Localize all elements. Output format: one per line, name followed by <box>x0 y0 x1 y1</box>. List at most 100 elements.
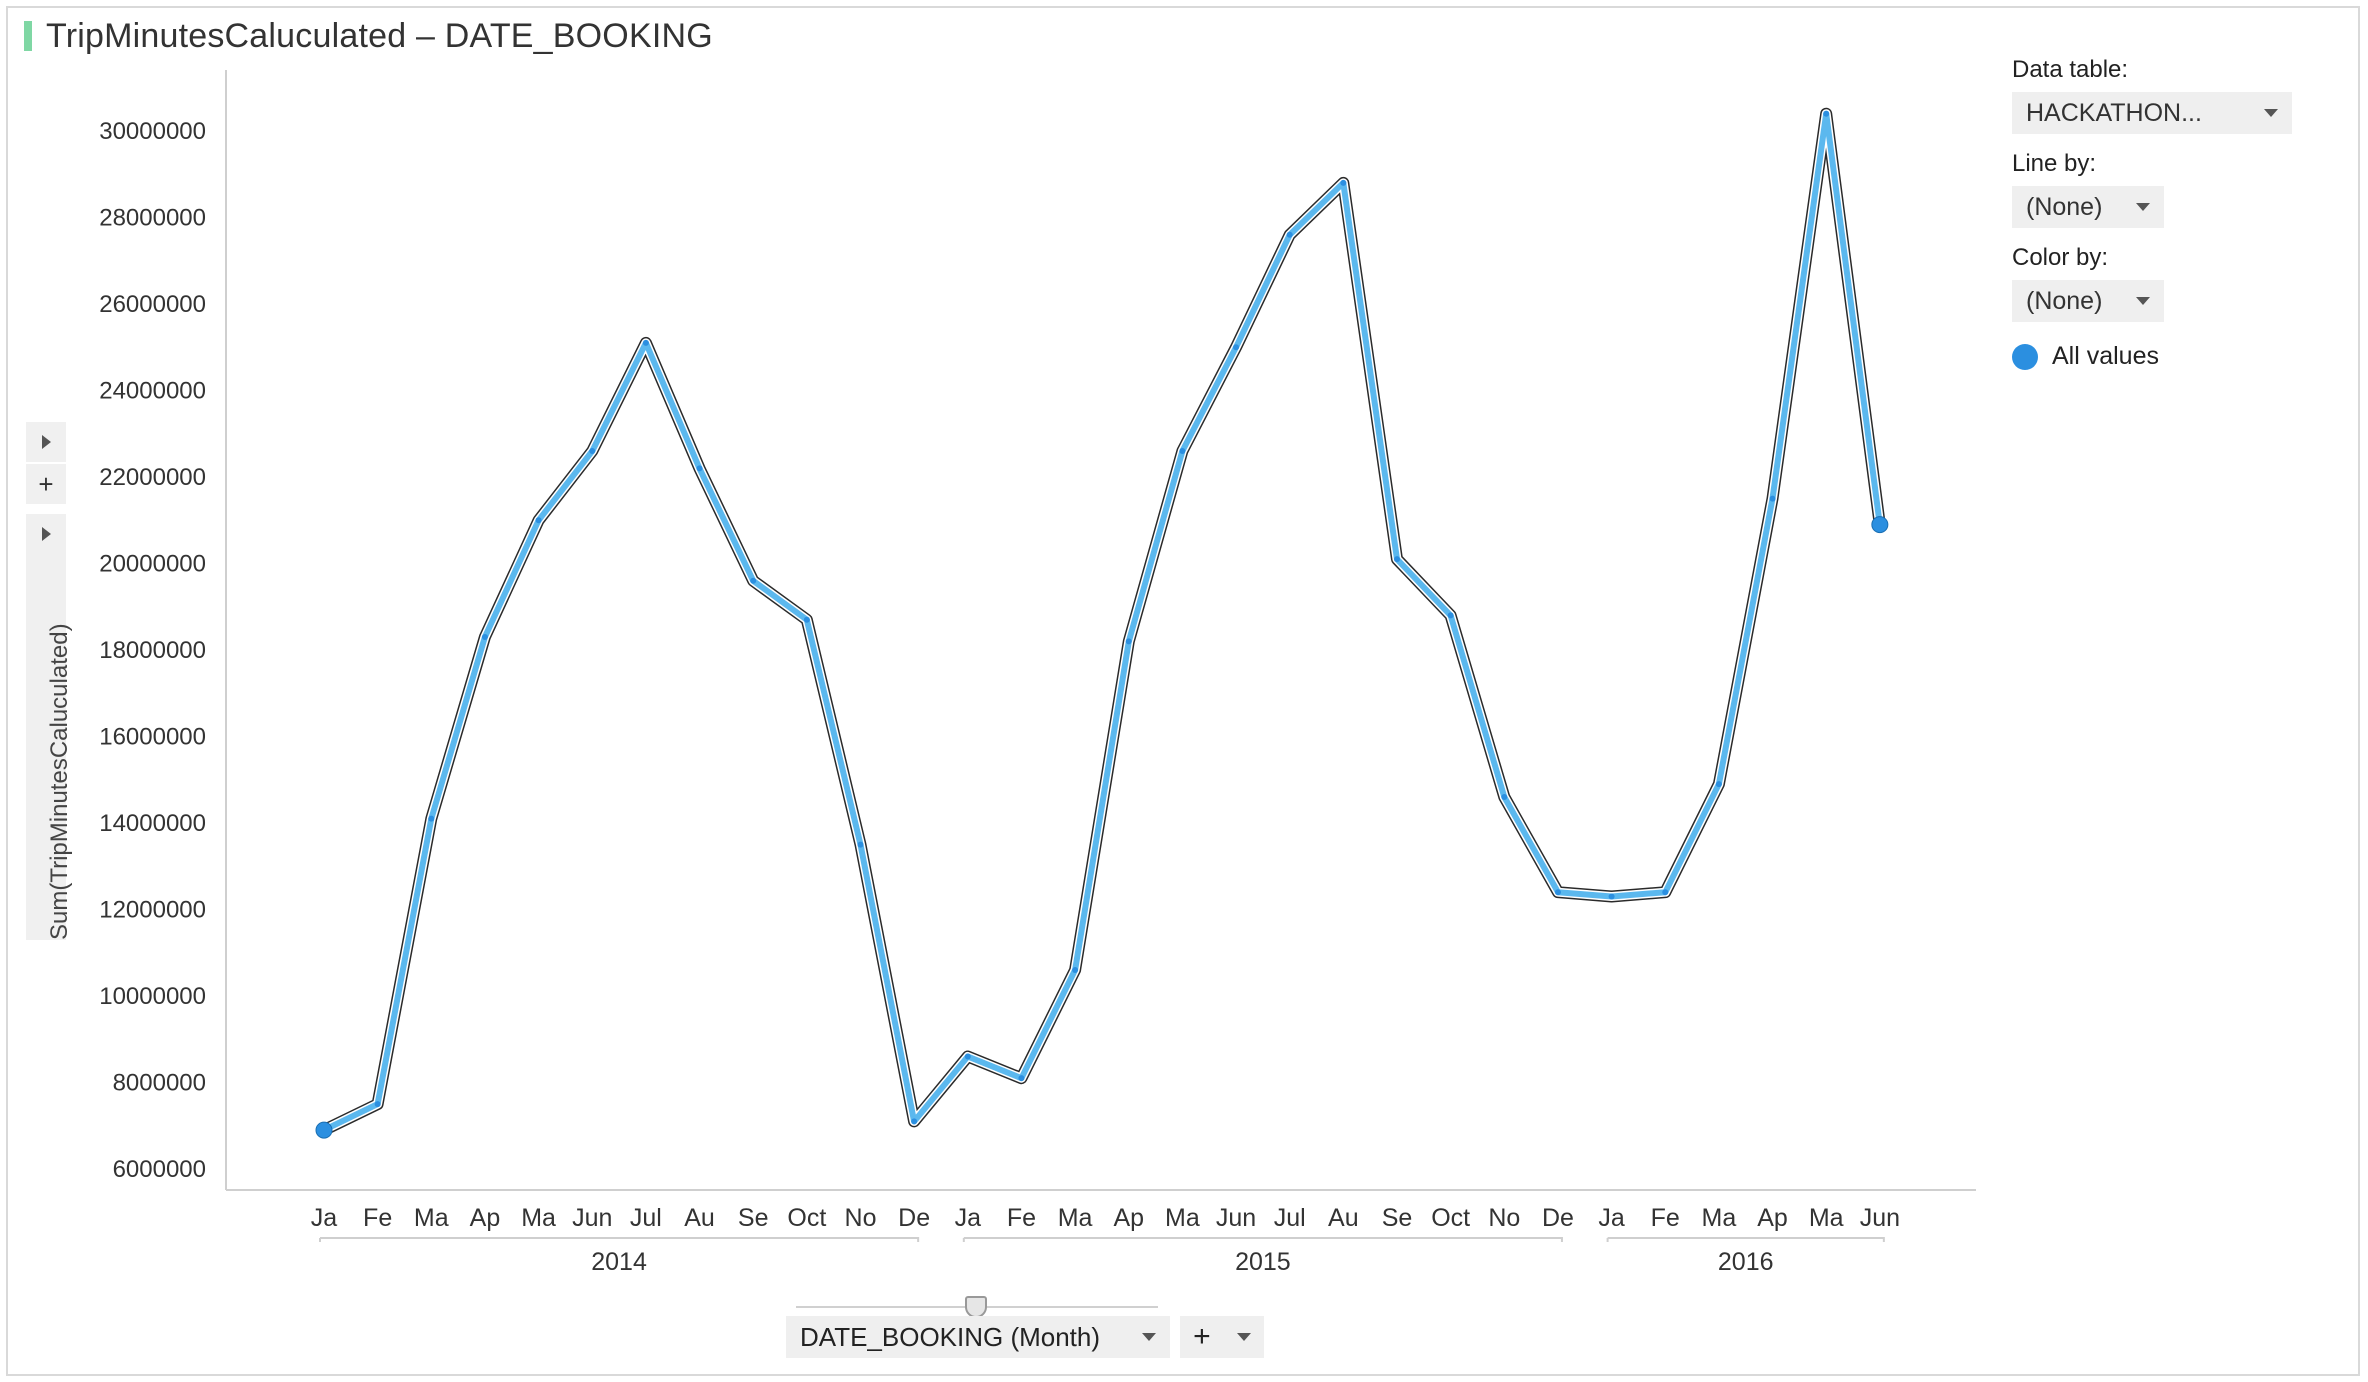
y-tick-label: 20000000 <box>99 551 206 578</box>
data-table-dropdown[interactable]: HACKATHON... <box>2012 92 2292 134</box>
title-accent-bar <box>24 21 32 51</box>
x-tick-label: Ma <box>521 1204 556 1232</box>
chevron-down-icon <box>1142 1333 1156 1341</box>
expand-arrow-icon[interactable] <box>26 422 66 462</box>
x-tick-label: Ja <box>1598 1204 1625 1232</box>
y-axis-selector[interactable] <box>26 514 66 940</box>
data-point <box>964 1053 971 1060</box>
line-by-value: (None) <box>2026 192 2103 221</box>
y-tick-label: 10000000 <box>99 983 206 1010</box>
data-point <box>1340 179 1347 186</box>
color-by-label: Color by: <box>2012 244 2109 271</box>
x-tick-label: Se <box>738 1204 769 1232</box>
data-point <box>1286 231 1293 238</box>
y-tick-label: 8000000 <box>113 1070 206 1097</box>
plus-icon: + <box>1193 1320 1211 1353</box>
x-tick-label: Ma <box>1058 1204 1093 1232</box>
x-tick-label: Ja <box>955 1204 982 1232</box>
x-axis-selector[interactable]: DATE_BOOKING (Month) <box>786 1316 1170 1358</box>
x-tick-label: Ap <box>470 1204 501 1232</box>
x-group-bracket <box>319 1237 920 1242</box>
x-group-bracket <box>962 1237 1563 1242</box>
x-tick-label: Oct <box>787 1204 826 1232</box>
x-tick-label: Fe <box>1651 1204 1680 1232</box>
x-tick-label: Jun <box>1860 1204 1900 1232</box>
data-point <box>428 815 435 822</box>
chevron-down-icon <box>2264 109 2278 117</box>
data-point <box>589 448 596 455</box>
x-group-bracket <box>1606 1237 1885 1242</box>
x-tick-label: Ap <box>1113 1204 1144 1232</box>
slider-handle[interactable] <box>965 1296 987 1318</box>
x-tick-label: Ma <box>1165 1204 1200 1232</box>
data-point <box>1871 516 1889 534</box>
data-point <box>1715 781 1722 788</box>
data-point <box>1394 556 1400 563</box>
x-tick-label: No <box>1488 1204 1520 1232</box>
line-by-label: Line by: <box>2012 150 2097 177</box>
title-bar: TripMinutesCaluculated – DATE_BOOKING <box>24 14 713 58</box>
y-tick-label: 12000000 <box>99 897 206 924</box>
chart-title[interactable]: TripMinutesCaluculated – DATE_BOOKING <box>46 16 713 55</box>
legend-marker-icon <box>2012 343 2038 370</box>
x-group-label: 2016 <box>1718 1248 1774 1276</box>
y-tick-label: 18000000 <box>99 637 206 664</box>
data-point <box>1447 612 1454 619</box>
chevron-down-icon <box>2136 203 2150 211</box>
x-tick-label: Fe <box>1007 1204 1036 1232</box>
data-point <box>1769 495 1776 502</box>
x-tick-label: Jul <box>1274 1204 1306 1232</box>
data-point <box>374 1101 381 1108</box>
data-point <box>642 339 649 346</box>
y-tick-label: 26000000 <box>99 291 206 318</box>
properties-panel: Data table: HACKATHON... Line by: (None)… <box>2012 56 2292 371</box>
x-group-label: 2015 <box>1235 1248 1291 1276</box>
y-tick-label: 28000000 <box>99 205 206 232</box>
x-tick-label: No <box>845 1204 877 1232</box>
color-by-dropdown[interactable]: (None) <box>2012 280 2164 322</box>
x-axis-selector-value: DATE_BOOKING (Month) <box>800 1321 1101 1352</box>
data-point <box>1179 448 1186 455</box>
data-point <box>1662 889 1669 896</box>
data-point <box>1554 889 1561 896</box>
add-axis-button[interactable]: + <box>26 464 66 504</box>
data-point <box>1125 638 1132 645</box>
data-point <box>1233 344 1240 351</box>
data-point <box>1501 794 1508 801</box>
x-tick-label: De <box>1542 1204 1574 1232</box>
line-by-dropdown[interactable]: (None) <box>2012 186 2164 228</box>
data-point <box>696 465 703 472</box>
x-tick-label: Ma <box>1809 1204 1844 1232</box>
data-point <box>535 517 542 524</box>
series-line-halo <box>319 109 1885 1135</box>
y-tick-label: 24000000 <box>99 378 206 405</box>
y-tick-label: 16000000 <box>99 724 206 751</box>
x-tick-label: Se <box>1382 1204 1413 1232</box>
x-tick-label: Ma <box>1702 1204 1737 1232</box>
data-point <box>315 1121 333 1139</box>
data-point <box>1018 1075 1025 1082</box>
color-by-value: (None) <box>2026 286 2103 315</box>
data-table-label: Data table: <box>2012 56 2129 83</box>
legend-label: All values <box>2052 342 2159 370</box>
add-x-axis-button[interactable]: + <box>1180 1316 1264 1358</box>
data-point <box>1823 110 1830 117</box>
y-tick-label: 6000000 <box>113 1156 206 1183</box>
x-tick-label: De <box>898 1204 930 1232</box>
data-point <box>1608 893 1615 900</box>
legend-item[interactable]: All values <box>2012 342 2292 371</box>
data-point <box>911 1118 918 1125</box>
x-tick-label: Au <box>684 1204 715 1232</box>
data-table-value: HACKATHON... <box>2026 98 2202 127</box>
data-point <box>750 577 757 584</box>
series-line-outline <box>318 107 1886 1137</box>
x-tick-label: Ma <box>414 1204 449 1232</box>
y-axis-expand-icon[interactable] <box>26 514 66 554</box>
y-tick-label: 22000000 <box>99 464 206 491</box>
x-group-label: 2014 <box>591 1248 647 1276</box>
y-tick-label: 30000000 <box>99 118 206 145</box>
x-tick-label: Jul <box>630 1204 662 1232</box>
chevron-down-icon <box>1236 1333 1251 1341</box>
x-tick-label: Jun <box>1216 1204 1256 1232</box>
